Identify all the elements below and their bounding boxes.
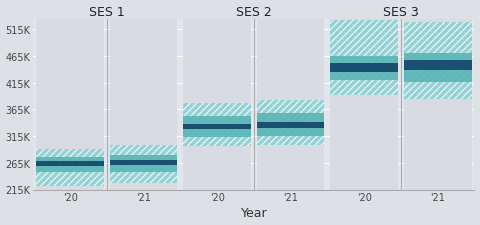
Bar [183, 124, 251, 130]
Bar [330, 21, 398, 96]
Bar [257, 114, 324, 137]
Bar [110, 146, 178, 183]
Bar [404, 54, 471, 83]
Bar [110, 20, 178, 190]
Bar [330, 20, 398, 190]
Bar [257, 20, 324, 190]
Bar [183, 116, 251, 138]
Title: SES 2: SES 2 [236, 6, 272, 18]
Bar [257, 101, 324, 146]
Bar [110, 156, 178, 172]
Bar [404, 23, 471, 99]
Bar [36, 162, 104, 166]
Bar [36, 158, 104, 173]
Title: SES 3: SES 3 [383, 6, 419, 18]
Title: SES 1: SES 1 [89, 6, 125, 18]
Bar [183, 103, 251, 147]
Bar [110, 160, 178, 165]
Bar [36, 150, 104, 186]
X-axis label: Year: Year [240, 207, 267, 219]
Bar [330, 57, 398, 81]
Bar [330, 64, 398, 73]
Bar [404, 61, 471, 71]
Bar [36, 20, 104, 190]
Bar [404, 20, 471, 190]
Bar [183, 20, 251, 190]
Bar [257, 123, 324, 128]
